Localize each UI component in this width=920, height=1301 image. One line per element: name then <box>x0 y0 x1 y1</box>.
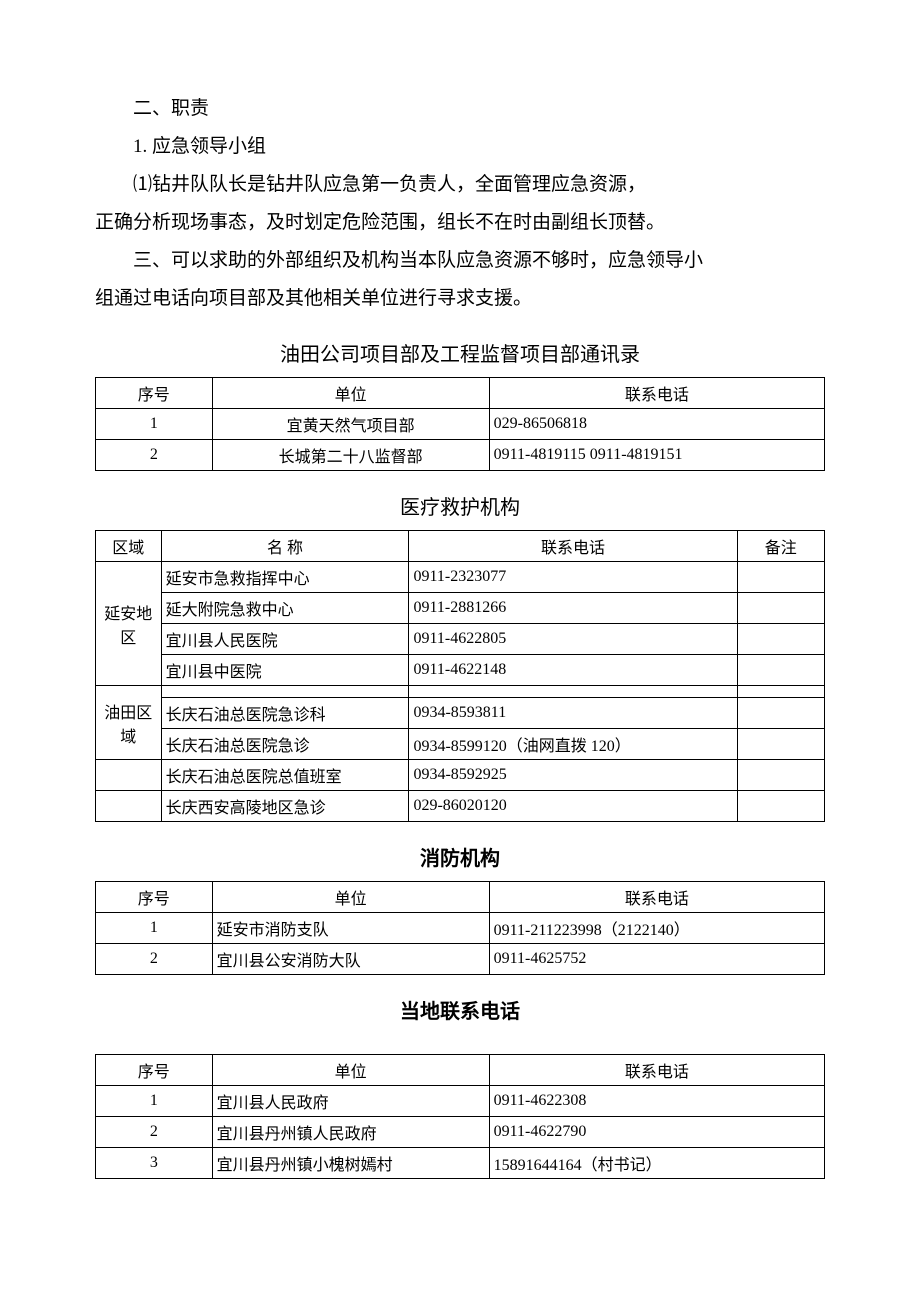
cell-phone: 0911-4622308 <box>489 1086 824 1117</box>
table-row: 长庆石油总医院总值班室 0934-8592925 <box>96 760 825 791</box>
cell-no: 2 <box>96 1117 213 1148</box>
table-row: 宜川县人民医院 0911-4622805 <box>96 624 825 655</box>
heading-duties: 二、职责 <box>95 90 825 128</box>
cell-phone: 0911-4622805 <box>409 624 737 655</box>
cell-name: 延大附院急救中心 <box>161 593 409 624</box>
para-3: 三、可以求助的外部组织及机构当本队应急资源不够时，应急领导小 <box>95 242 825 280</box>
cell-unit: 延安市消防支队 <box>212 913 489 944</box>
cell-region-empty <box>96 760 162 791</box>
para-2: 正确分析现场事态，及时划定危险范围，组长不在时由副组长顶替。 <box>95 204 825 242</box>
heading-group: 1. 应急领导小组 <box>95 128 825 166</box>
th-no: 序号 <box>96 882 213 913</box>
table3-header-row: 序号 单位 联系电话 <box>96 882 825 913</box>
cell-phone: 0911-2881266 <box>409 593 737 624</box>
th-unit: 单位 <box>212 378 489 409</box>
cell-no: 1 <box>96 1086 213 1117</box>
para-4: 组通过电话向项目部及其他相关单位进行寻求支援。 <box>95 280 825 318</box>
table2-title: 医疗救护机构 <box>95 491 825 520</box>
cell-phone: 0911-2323077 <box>409 562 737 593</box>
th-name: 名 称 <box>161 531 409 562</box>
table4-header-row: 序号 单位 联系电话 <box>96 1055 825 1086</box>
table4-title: 当地联系电话 <box>95 995 825 1024</box>
cell-region: 油田区域 <box>96 686 162 760</box>
cell-unit: 宜川县丹州镇小槐树嫣村 <box>212 1148 489 1179</box>
table-row: 2 长城第二十八监督部 0911-4819115 0911-4819151 <box>96 440 825 471</box>
table-row: 1 延安市消防支队 0911-211223998（2122140） <box>96 913 825 944</box>
cell-note <box>737 729 824 760</box>
table-row: 宜川县中医院 0911-4622148 <box>96 655 825 686</box>
cell-unit: 宜川县人民政府 <box>212 1086 489 1117</box>
cell-name: 长庆石油总医院急诊 <box>161 729 409 760</box>
cell-note <box>737 624 824 655</box>
th-no: 序号 <box>96 378 213 409</box>
th-region: 区域 <box>96 531 162 562</box>
table1-title: 油田公司项目部及工程监督项目部通讯录 <box>95 338 825 367</box>
cell-phone: 0911-4819115 0911-4819151 <box>489 440 824 471</box>
cell-phone: 029-86020120 <box>409 791 737 822</box>
cell-empty <box>161 686 409 698</box>
table-row: 3 宜川县丹州镇小槐树嫣村 15891644164（村书记） <box>96 1148 825 1179</box>
cell-phone: 0911-4622790 <box>489 1117 824 1148</box>
cell-note <box>737 562 824 593</box>
cell-phone: 0911-4622148 <box>409 655 737 686</box>
cell-note <box>737 593 824 624</box>
table2-header-row: 区域 名 称 联系电话 备注 <box>96 531 825 562</box>
cell-phone: 15891644164（村书记） <box>489 1148 824 1179</box>
cell-name: 宜川县人民医院 <box>161 624 409 655</box>
cell-name: 长庆石油总医院急诊科 <box>161 698 409 729</box>
table-row: 长庆西安高陵地区急诊 029-86020120 <box>96 791 825 822</box>
table-row: 长庆石油总医院急诊 0934-8599120（油网直拨 120） <box>96 729 825 760</box>
cell-name: 宜川县中医院 <box>161 655 409 686</box>
cell-phone: 0934-8599120（油网直拨 120） <box>409 729 737 760</box>
th-unit: 单位 <box>212 882 489 913</box>
cell-name: 延安市急救指挥中心 <box>161 562 409 593</box>
table-row: 延安地区 延安市急救指挥中心 0911-2323077 <box>96 562 825 593</box>
cell-phone: 0934-8592925 <box>409 760 737 791</box>
table-row: 2 宜川县公安消防大队 0911-4625752 <box>96 944 825 975</box>
cell-name: 长庆石油总医院总值班室 <box>161 760 409 791</box>
th-phone: 联系电话 <box>489 1055 824 1086</box>
cell-note <box>737 698 824 729</box>
table3: 序号 单位 联系电话 1 延安市消防支队 0911-211223998（2122… <box>95 881 825 975</box>
cell-note <box>737 760 824 791</box>
table4: 序号 单位 联系电话 1 宜川县人民政府 0911-4622308 2 宜川县丹… <box>95 1054 825 1179</box>
cell-region: 延安地区 <box>96 562 162 686</box>
table-row: 油田区域 <box>96 686 825 698</box>
para-1: ⑴钻井队队长是钻井队应急第一负责人，全面管理应急资源， <box>95 166 825 204</box>
cell-empty <box>409 686 737 698</box>
cell-unit: 宜川县公安消防大队 <box>212 944 489 975</box>
table-row: 延大附院急救中心 0911-2881266 <box>96 593 825 624</box>
table-row: 1 宜川县人民政府 0911-4622308 <box>96 1086 825 1117</box>
table1: 序号 单位 联系电话 1 宜黄天然气项目部 029-86506818 2 长城第… <box>95 377 825 471</box>
cell-name: 长庆西安高陵地区急诊 <box>161 791 409 822</box>
table1-header-row: 序号 单位 联系电话 <box>96 378 825 409</box>
cell-unit: 长城第二十八监督部 <box>212 440 489 471</box>
cell-no: 2 <box>96 440 213 471</box>
th-note: 备注 <box>737 531 824 562</box>
cell-note <box>737 655 824 686</box>
th-phone: 联系电话 <box>489 378 824 409</box>
cell-empty <box>737 686 824 698</box>
cell-note <box>737 791 824 822</box>
table-row: 2 宜川县丹州镇人民政府 0911-4622790 <box>96 1117 825 1148</box>
th-phone: 联系电话 <box>409 531 737 562</box>
table2: 区域 名 称 联系电话 备注 延安地区 延安市急救指挥中心 0911-23230… <box>95 530 825 822</box>
cell-phone: 0911-4625752 <box>489 944 824 975</box>
table-row: 长庆石油总医院急诊科 0934-8593811 <box>96 698 825 729</box>
cell-no: 3 <box>96 1148 213 1179</box>
cell-no: 1 <box>96 913 213 944</box>
cell-unit: 宜川县丹州镇人民政府 <box>212 1117 489 1148</box>
th-unit: 单位 <box>212 1055 489 1086</box>
th-phone: 联系电话 <box>489 882 824 913</box>
cell-phone: 029-86506818 <box>489 409 824 440</box>
table3-title: 消防机构 <box>95 842 825 871</box>
table-row: 1 宜黄天然气项目部 029-86506818 <box>96 409 825 440</box>
cell-no: 1 <box>96 409 213 440</box>
cell-phone: 0911-211223998（2122140） <box>489 913 824 944</box>
cell-no: 2 <box>96 944 213 975</box>
cell-region-empty <box>96 791 162 822</box>
cell-unit: 宜黄天然气项目部 <box>212 409 489 440</box>
th-no: 序号 <box>96 1055 213 1086</box>
cell-phone: 0934-8593811 <box>409 698 737 729</box>
